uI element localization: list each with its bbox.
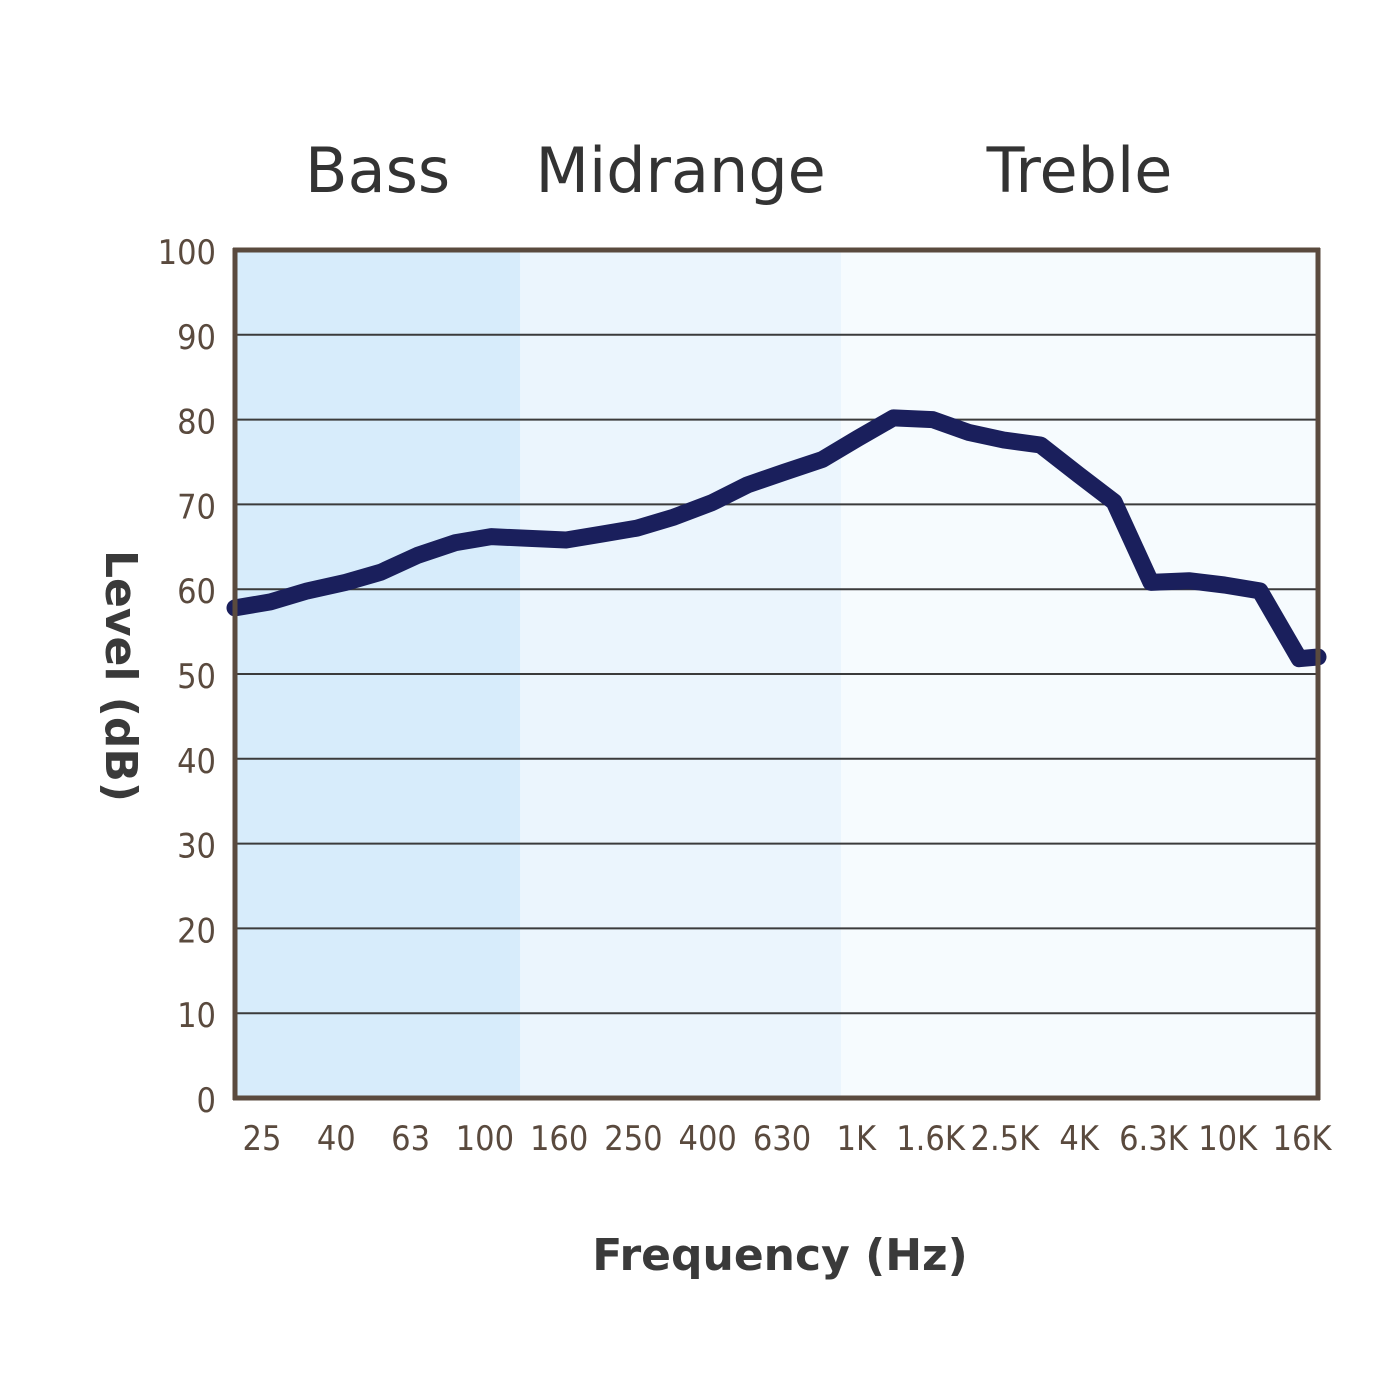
x-tick-label: 250 bbox=[604, 1119, 662, 1159]
x-tick-label: 10K bbox=[1198, 1119, 1258, 1159]
axes bbox=[232, 247, 1321, 1101]
y-tick-label: 0 bbox=[197, 1081, 216, 1121]
y-tick-label: 10 bbox=[177, 996, 216, 1036]
y-tick-label: 100 bbox=[158, 233, 216, 273]
band-label-bass: Bass bbox=[305, 134, 450, 207]
x-tick-label: 160 bbox=[530, 1119, 588, 1159]
y-tick-label: 50 bbox=[177, 657, 216, 697]
y-axis-title: Level (dB) bbox=[95, 550, 146, 802]
y-tick-label: 80 bbox=[177, 403, 216, 443]
x-axis-title: Frequency (Hz) bbox=[592, 1230, 968, 1281]
x-tick-label: 1K bbox=[837, 1119, 877, 1159]
x-tick-label: 100 bbox=[456, 1119, 514, 1159]
x-tick-label: 400 bbox=[679, 1119, 737, 1159]
x-tick-label: 1.6K bbox=[896, 1119, 966, 1159]
y-tick-label: 30 bbox=[177, 827, 216, 867]
x-tick-label: 2.5K bbox=[971, 1119, 1041, 1159]
x-tick-label: 16K bbox=[1273, 1119, 1333, 1159]
x-tick-labels: 25 40 63 100 160 250 400 630 1K 1.6K 2.5K 4K 6.3K 10K… bbox=[243, 1119, 1333, 1159]
band-label-treble: Treble bbox=[986, 134, 1173, 207]
y-tick-label: 40 bbox=[177, 742, 216, 782]
x-tick-label: 630 bbox=[753, 1119, 811, 1159]
x-tick-label: 25 bbox=[243, 1119, 282, 1159]
band-labels: Bass Midrange Treble bbox=[305, 134, 1172, 207]
y-tick-label: 60 bbox=[177, 572, 216, 612]
band-label-midrange: Midrange bbox=[535, 134, 825, 207]
series-layer bbox=[226, 409, 1327, 668]
x-tick-label: 6.3K bbox=[1119, 1119, 1189, 1159]
y-tick-labels: 0 10 20 30 40 50 60 70 80 90 100 bbox=[158, 233, 216, 1121]
x-tick-label: 40 bbox=[317, 1119, 356, 1159]
y-tick-label: 20 bbox=[177, 911, 216, 951]
x-tick-label: 4K bbox=[1059, 1119, 1099, 1159]
series-line bbox=[226, 409, 1327, 668]
y-tick-label: 70 bbox=[177, 487, 216, 527]
y-tick-label: 90 bbox=[177, 318, 216, 358]
x-tick-label: 63 bbox=[391, 1119, 430, 1159]
